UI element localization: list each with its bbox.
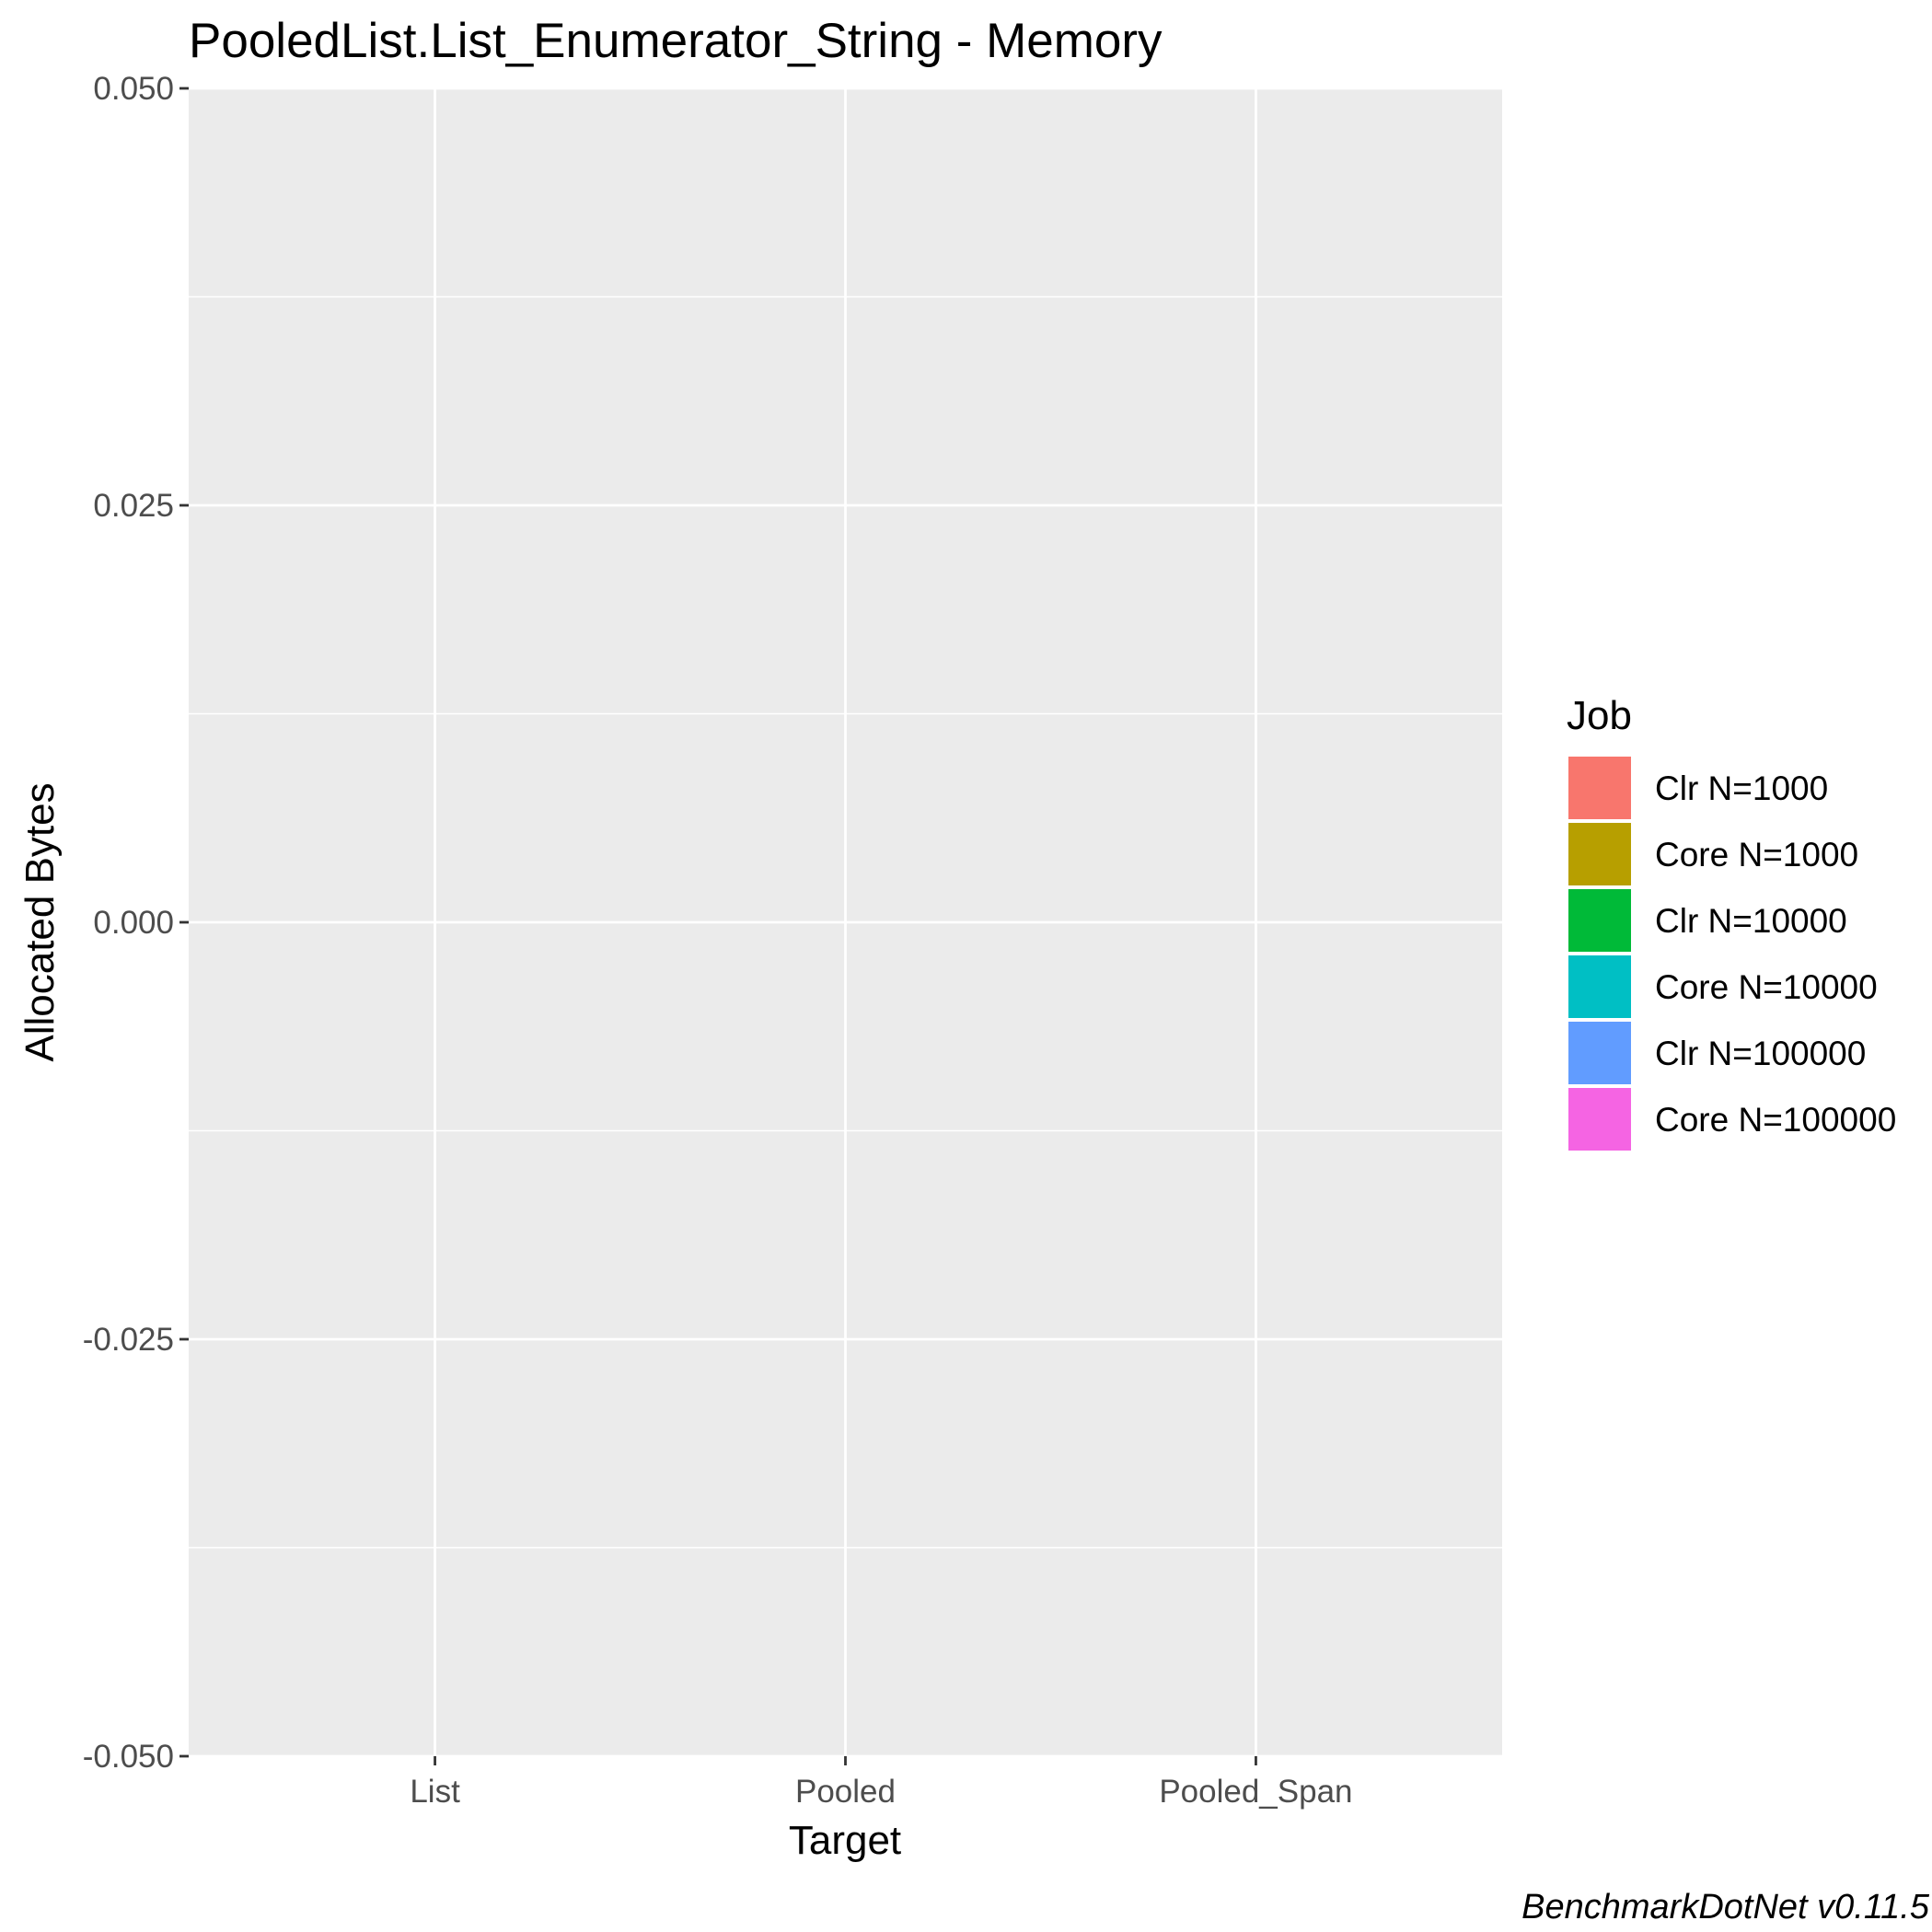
x-tick-label: List <box>410 1774 460 1810</box>
y-tick-label: -0.050 <box>83 1739 174 1775</box>
y-tick-label: 0.050 <box>93 71 174 107</box>
y-tick-label: 0.000 <box>93 905 174 941</box>
legend-label: Clr N=1000 <box>1655 769 1828 807</box>
x-tick-label: Pooled_Span <box>1159 1774 1352 1810</box>
legend-label: Core N=10000 <box>1655 968 1878 1006</box>
y-axis-title: Allocated Bytes <box>17 782 63 1061</box>
legend-key <box>1568 955 1631 1018</box>
axis-layer: -0.050 -0.025 0.000 0.025 0.050 List Pooled Poo… <box>83 71 1353 1810</box>
legend-key <box>1568 823 1631 885</box>
legend-key <box>1568 1088 1631 1151</box>
legend-key <box>1568 1022 1631 1084</box>
y-tick-label: -0.025 <box>83 1322 174 1358</box>
legend-label: Clr N=100000 <box>1655 1035 1866 1072</box>
chart-title: PooledList.List_Enumerator_String - Memo… <box>189 14 1163 68</box>
legend-title: Job <box>1567 693 1632 738</box>
legend-label: Core N=1000 <box>1655 836 1858 873</box>
caption: BenchmarkDotNet v0.11.5 <box>1521 1888 1930 1926</box>
legend: Job Clr N=1000 Core N=1000 Clr N=10000 Core… <box>1567 693 1896 1151</box>
legend-label: Core N=100000 <box>1655 1101 1896 1139</box>
legend-key <box>1568 889 1631 952</box>
grid-layer <box>189 87 1502 1758</box>
legend-key <box>1568 757 1631 819</box>
legend-items: Clr N=1000 Core N=1000 Clr N=10000 Core N=1… <box>1568 757 1896 1151</box>
legend-label: Clr N=10000 <box>1655 902 1847 940</box>
x-axis-title: Target <box>789 1818 901 1863</box>
y-tick-label: 0.025 <box>93 488 174 524</box>
x-tick-label: Pooled <box>795 1774 896 1810</box>
